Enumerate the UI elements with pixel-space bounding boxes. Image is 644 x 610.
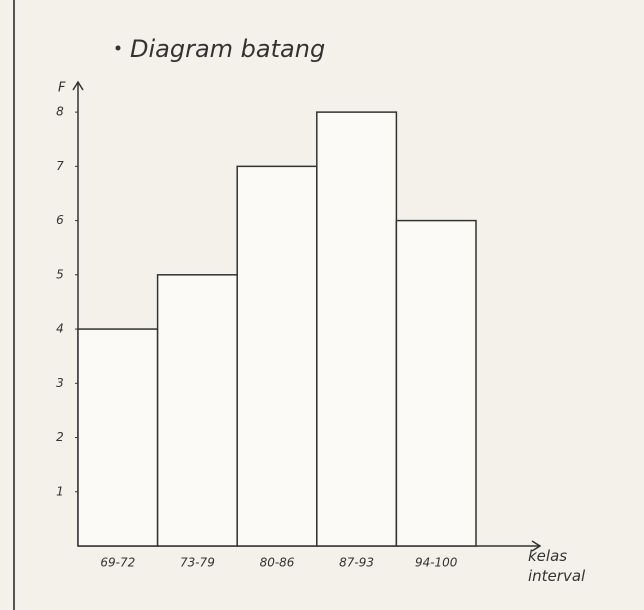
bar — [77, 328, 159, 547]
y-tick-label: 4 — [56, 322, 64, 336]
chart-title: Diagram batang — [130, 35, 325, 63]
x-tick-label: 69-72 — [100, 556, 135, 570]
x-tick-label: 73-79 — [180, 556, 215, 570]
x-tick-label: 94-100 — [415, 556, 458, 570]
bar — [236, 165, 318, 547]
y-tick-label: 1 — [56, 484, 64, 498]
y-tick-label: 3 — [56, 376, 64, 390]
y-tick-label: 2 — [56, 430, 64, 444]
y-tick-label: 5 — [56, 267, 64, 281]
x-tick-label: 80-86 — [260, 556, 295, 570]
y-tick-label: 6 — [56, 213, 64, 227]
bullet — [115, 45, 121, 51]
x-arrow — [531, 540, 542, 552]
y-tick-label: 8 — [56, 105, 64, 119]
y-arrow — [72, 80, 84, 91]
bar — [156, 274, 238, 547]
x-tick-label: 87-93 — [339, 556, 374, 570]
y-axis-label: F — [58, 81, 66, 96]
bar — [395, 219, 477, 547]
y-tick-label: 7 — [56, 159, 64, 173]
x-axis-label: kelas interval — [528, 547, 586, 585]
bar — [316, 111, 398, 547]
